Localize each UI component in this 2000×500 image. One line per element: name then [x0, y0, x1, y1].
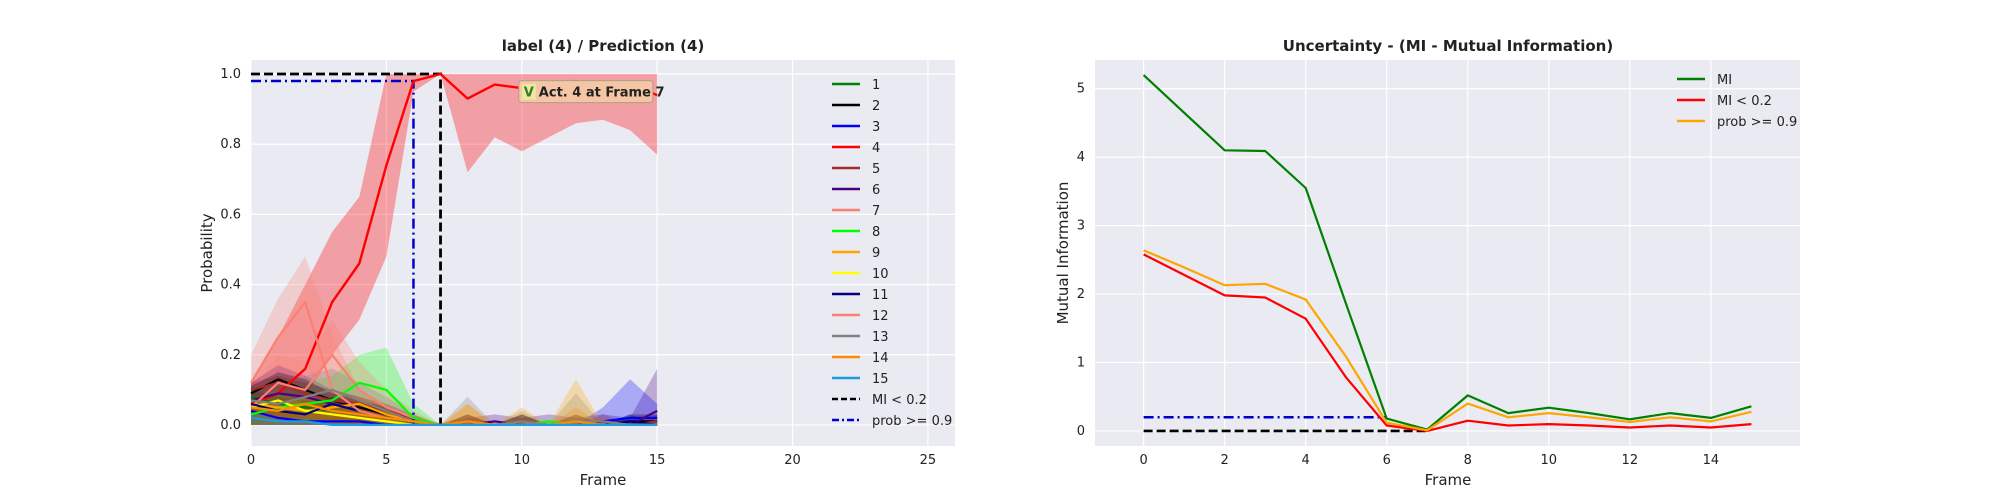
legend-label: 14 [872, 351, 889, 366]
uncertainty-xlabel: Frame [1425, 471, 1472, 489]
legend-label: 13 [872, 330, 889, 345]
y-tick-label: 1.0 [220, 67, 241, 82]
legend-label: 11 [872, 288, 889, 303]
y-tick-label: 0.2 [220, 348, 241, 363]
annotation-mark-box [521, 83, 536, 100]
y-tick-label: 0.0 [220, 418, 241, 433]
uncertainty-line-1 [1143, 253, 1752, 432]
x-tick-label: 25 [920, 453, 937, 468]
y-tick-label: 5 [1077, 82, 1085, 97]
x-tick-label: 20 [784, 453, 801, 468]
x-tick-label: 12 [1622, 453, 1639, 468]
prediction-title: label (4) / Prediction (4) [502, 37, 705, 55]
legend-label: 7 [872, 204, 880, 219]
x-tick-label: 10 [513, 453, 530, 468]
uncertainty-plot-area [1095, 60, 1800, 446]
prediction-annotation: V Act. 4 at Frame 7 [518, 80, 665, 104]
y-tick-label: 3 [1077, 219, 1085, 234]
uncertainty-title: Uncertainty - (MI - Mutual Information) [1283, 37, 1613, 55]
legend-label: prob >= 0.9 [872, 414, 952, 429]
x-tick-label: 6 [1383, 453, 1391, 468]
y-tick-label: 0.8 [220, 137, 241, 152]
x-tick-label: 14 [1703, 453, 1720, 468]
x-tick-label: 10 [1541, 453, 1558, 468]
prediction-grid [250, 60, 955, 446]
legend-label: 9 [872, 246, 880, 261]
y-tick-label: 0.4 [220, 278, 241, 293]
y-tick-label: 0 [1077, 424, 1085, 439]
uncertainty-legend-label: prob >= 0.9 [1717, 115, 1797, 130]
legend-label: 10 [872, 267, 889, 282]
legend-label: 2 [872, 99, 880, 114]
y-tick-label: 1 [1077, 356, 1085, 371]
uncertainty-lines [1142, 74, 1752, 432]
x-tick-label: 4 [1302, 453, 1310, 468]
y-tick-label: 4 [1077, 150, 1085, 165]
x-tick-label: 5 [382, 453, 390, 468]
uncertainty-line-0 [1142, 74, 1752, 431]
band-series-2 [251, 372, 658, 425]
legend-label: 12 [872, 309, 889, 324]
uncertainty-legend: MI MI < 0.2 prob >= 0.9 [1677, 73, 1797, 130]
annotation-box [518, 80, 654, 104]
series-line-14 [250, 402, 658, 426]
x-tick-label: 8 [1464, 453, 1472, 468]
annotation-mark: V [524, 86, 534, 101]
prediction-chart: 0 5 10 15 20 250.00.20.40.60.81.0 V Act. 4 at… [198, 37, 955, 489]
legend-label: 6 [872, 183, 880, 198]
legend-label: 4 [872, 141, 880, 156]
annotation-text: Act. 4 at Frame 7 [539, 86, 665, 101]
band-series-15 [251, 410, 658, 425]
legend-label: 15 [872, 372, 889, 387]
uncertainty-legend-label: MI < 0.2 [1717, 94, 1772, 109]
legend-label: 1 [872, 78, 880, 93]
x-tick-label: 0 [247, 453, 255, 468]
x-tick-label: 0 [1139, 453, 1147, 468]
prediction-ticks: 0 5 10 15 20 250.00.20.40.60.81.0 [220, 67, 936, 468]
uncertainty-legend-label: MI [1717, 73, 1732, 88]
x-tick-label: 15 [649, 453, 666, 468]
prediction-lines [250, 72, 658, 426]
prediction-ylabel: Probability [198, 213, 216, 292]
series-line-15 [250, 416, 658, 426]
legend-label: MI < 0.2 [872, 393, 927, 408]
legend-label: 3 [872, 120, 880, 135]
uncertainty-line-2 [1143, 249, 1752, 432]
legend-label: 8 [872, 225, 880, 240]
uncertainty-ylabel: Mutual Information [1054, 182, 1072, 325]
uncertainty-reference-lines [1143, 415, 1428, 433]
x-tick-label: 2 [1221, 453, 1229, 468]
y-tick-label: 0.6 [220, 207, 241, 222]
prediction-xlabel: Frame [580, 471, 627, 489]
y-tick-label: 2 [1077, 287, 1085, 302]
uncertainty-grid [1095, 60, 1800, 446]
legend-label: 5 [872, 162, 880, 177]
